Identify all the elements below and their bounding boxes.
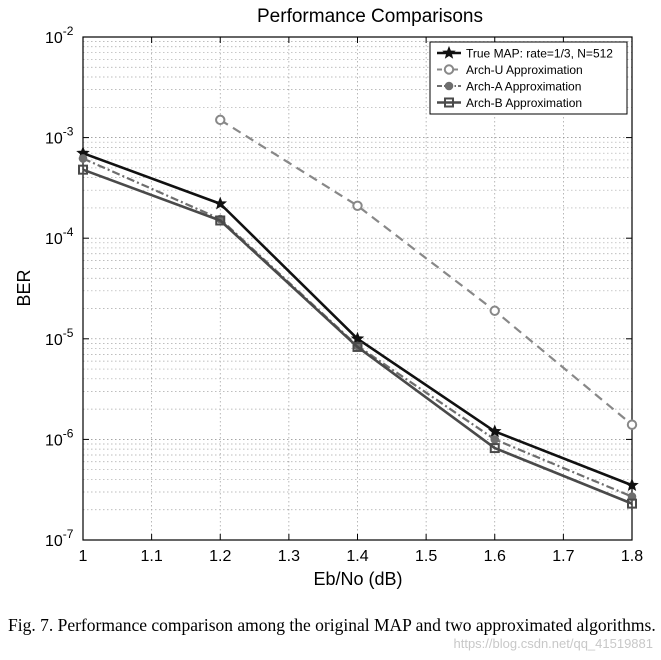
legend-entry: True MAP: rate=1/3, N=512 bbox=[437, 45, 613, 61]
series-line bbox=[82, 168, 633, 505]
data-point bbox=[489, 305, 500, 316]
y-tick-base: 10 bbox=[45, 432, 63, 449]
x-tick-label: 1 bbox=[79, 548, 88, 565]
x-axis-title: Eb/No (dB) bbox=[313, 569, 402, 589]
data-point bbox=[215, 215, 226, 226]
data-point bbox=[490, 435, 500, 444]
legend-marker bbox=[442, 45, 456, 59]
legend-label: Arch-U Approximation bbox=[466, 63, 583, 77]
figure-caption: Fig. 7. Performance comparison among the… bbox=[8, 615, 656, 635]
legend-entry: Arch-A Approximation bbox=[437, 80, 581, 94]
x-tick-label: 1.3 bbox=[278, 548, 300, 565]
data-point bbox=[78, 164, 88, 175]
legend-marker bbox=[444, 97, 454, 108]
data-point bbox=[215, 114, 226, 126]
data-point bbox=[350, 331, 365, 345]
legend-marker bbox=[443, 64, 455, 75]
legend-label: True MAP: rate=1/3, N=512 bbox=[466, 47, 613, 61]
data-point bbox=[213, 196, 228, 210]
data-point bbox=[626, 419, 638, 430]
series-2 bbox=[215, 114, 638, 430]
y-tick-label: 10-5 bbox=[45, 326, 74, 349]
data-point bbox=[487, 424, 502, 438]
y-tick-base: 10 bbox=[45, 533, 63, 550]
legend-label: Arch-B Approximation bbox=[466, 96, 582, 110]
x-tick-label: 1.5 bbox=[415, 548, 437, 565]
y-tick-exponent: -5 bbox=[63, 326, 74, 340]
series-line bbox=[219, 118, 633, 426]
legend-label: Arch-A Approximation bbox=[466, 80, 581, 94]
y-tick-exponent: -6 bbox=[63, 426, 74, 440]
y-tick-label: 10-2 bbox=[45, 24, 74, 47]
x-tick-label: 1.1 bbox=[141, 548, 163, 565]
y-tick-label: 10-3 bbox=[45, 125, 74, 148]
legend-entry: Arch-U Approximation bbox=[437, 63, 583, 77]
chart-title: Performance Comparisons bbox=[257, 6, 483, 27]
data-point bbox=[78, 154, 88, 163]
y-tick-label: 10-4 bbox=[45, 225, 74, 248]
y-tick-exponent: -4 bbox=[63, 225, 74, 239]
y-tick-exponent: -2 bbox=[63, 24, 74, 38]
ber-chart: Performance Comparisons 1 1.1 1.2 1.3 1.4 1.5… bbox=[14, 6, 643, 589]
series-4 bbox=[78, 164, 637, 509]
legend-entry: Arch-B Approximation bbox=[437, 96, 582, 110]
legend-box bbox=[429, 41, 628, 115]
x-axis: 1 1.1 1.2 1.3 1.4 1.5 1.6 1.7 1.8 bbox=[79, 37, 643, 565]
data-point bbox=[489, 443, 500, 454]
y-tick-label: 10-7 bbox=[45, 527, 74, 550]
y-tick-label: 10-6 bbox=[45, 426, 74, 449]
y-axis-title: BER bbox=[14, 269, 34, 306]
watermark: https://blog.csdn.net/qq_41519881 bbox=[453, 636, 654, 651]
x-tick-label: 1.2 bbox=[209, 548, 231, 565]
data-point bbox=[627, 498, 637, 509]
x-tick-label: 1.6 bbox=[484, 548, 506, 565]
legend: True MAP: rate=1/3, N=512 Arch-U Approxim… bbox=[429, 41, 628, 115]
y-tick-exponent: -3 bbox=[63, 125, 74, 139]
x-tick-label: 1.4 bbox=[346, 548, 368, 565]
y-tick-base: 10 bbox=[45, 231, 63, 248]
data-point bbox=[352, 200, 363, 211]
y-tick-base: 10 bbox=[45, 30, 63, 47]
y-tick-exponent: -7 bbox=[63, 527, 74, 541]
y-axis: 10-710-610-510-410-310-2 bbox=[45, 24, 632, 550]
series-layer bbox=[76, 114, 639, 509]
x-tick-label: 1.8 bbox=[621, 548, 643, 565]
data-point bbox=[352, 341, 363, 352]
x-tick-label: 1.7 bbox=[552, 548, 574, 565]
data-point bbox=[625, 478, 639, 492]
y-tick-base: 10 bbox=[45, 131, 63, 148]
legend-marker bbox=[444, 81, 454, 91]
y-tick-base: 10 bbox=[45, 332, 63, 349]
